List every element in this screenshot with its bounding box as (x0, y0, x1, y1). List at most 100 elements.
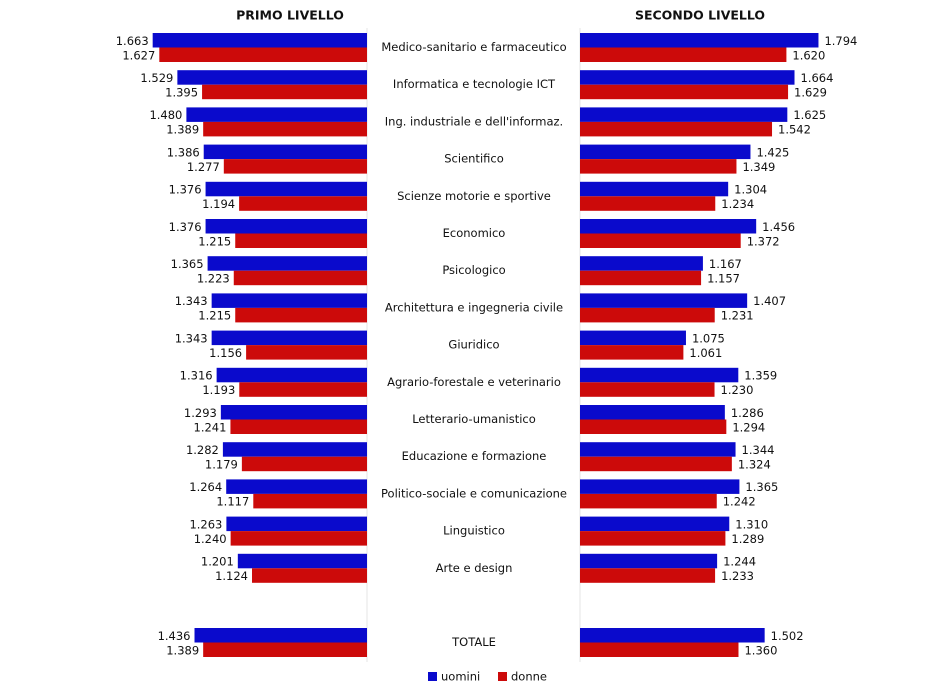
category-label: Economico (443, 226, 506, 240)
bar (580, 516, 730, 532)
category-label: Politico-sociale e comunicazione (381, 486, 567, 500)
bar (580, 419, 727, 434)
value-label: 1.201 (201, 555, 234, 569)
value-label: 1.244 (723, 555, 756, 569)
category-label: Ing. industriale e dell'informaz. (385, 114, 563, 128)
bar (239, 382, 367, 397)
bar (203, 642, 367, 657)
value-label: 1.167 (709, 257, 742, 271)
value-label: 1.456 (762, 220, 795, 234)
bar (252, 568, 367, 583)
bar (580, 405, 725, 420)
value-label: 1.223 (197, 271, 230, 285)
bar (230, 531, 367, 546)
value-label: 1.193 (202, 383, 235, 397)
value-label: 1.542 (778, 123, 811, 137)
value-label: 1.242 (723, 495, 756, 509)
value-label: 1.233 (721, 569, 754, 583)
category-label: Architettura e ingegneria civile (385, 300, 563, 314)
value-label: 1.386 (167, 145, 200, 159)
value-label: 1.231 (721, 309, 754, 323)
value-label: 1.117 (216, 495, 249, 509)
category-label: Arte e design (436, 561, 513, 575)
bar (580, 219, 757, 234)
value-label: 1.436 (158, 629, 191, 643)
value-label: 1.365 (745, 480, 778, 494)
bar (580, 367, 739, 383)
value-label: 1.234 (721, 197, 754, 211)
value-label: 1.794 (824, 34, 857, 48)
bar (186, 107, 367, 122)
bar (580, 84, 789, 100)
value-label: 1.359 (744, 369, 777, 383)
bar (222, 442, 367, 457)
value-label: 1.240 (194, 532, 227, 546)
value-label: 1.663 (116, 34, 149, 48)
bar (580, 345, 684, 360)
bar (226, 516, 367, 532)
bar (220, 405, 367, 420)
bar (194, 628, 367, 643)
bar (580, 121, 773, 137)
value-label: 1.529 (140, 71, 173, 85)
value-label: 1.365 (171, 257, 204, 271)
value-label: 1.502 (771, 629, 804, 643)
category-label: Scientifico (444, 152, 504, 166)
panel-title: SECONDO LIVELLO (635, 8, 765, 23)
value-label: 1.376 (169, 220, 202, 234)
value-label: 1.156 (209, 346, 242, 360)
value-label: 1.293 (184, 406, 217, 420)
category-label: Psicologico (442, 263, 505, 277)
value-label: 1.286 (731, 406, 764, 420)
bar (580, 628, 765, 643)
category-label: Linguistico (443, 524, 505, 538)
legend-swatch (428, 672, 437, 681)
bar (580, 181, 729, 197)
value-label: 1.282 (186, 443, 219, 457)
value-label: 1.360 (744, 643, 777, 657)
bar (580, 270, 702, 286)
bar (159, 47, 367, 62)
bar (211, 293, 367, 308)
value-label: 1.124 (215, 569, 248, 583)
value-label: 1.395 (165, 85, 198, 99)
bar (203, 121, 367, 137)
bar (580, 256, 703, 271)
category-label: Medico-sanitario e farmaceutico (381, 40, 566, 54)
value-label: 1.316 (180, 369, 213, 383)
value-label: 1.343 (175, 294, 208, 308)
bar (580, 144, 751, 160)
value-label: 1.263 (189, 517, 222, 531)
value-label: 1.349 (742, 160, 775, 174)
bar (580, 493, 717, 509)
bar (580, 293, 748, 308)
bar (152, 33, 367, 48)
bar (205, 219, 367, 234)
bar (580, 233, 741, 248)
legend-label: uomini (441, 670, 480, 684)
value-label: 1.344 (742, 443, 775, 457)
bar (580, 382, 715, 397)
value-label: 1.627 (122, 48, 155, 62)
panel-title: PRIMO LIVELLO (236, 8, 344, 23)
bar (207, 256, 367, 271)
category-label: Letterario-umanistico (412, 412, 536, 426)
bar (205, 181, 367, 197)
value-label: 1.277 (187, 160, 220, 174)
bar (235, 233, 367, 248)
bar (230, 419, 367, 434)
value-label: 1.061 (689, 346, 722, 360)
bar (580, 196, 716, 211)
bar (246, 345, 367, 360)
value-label: 1.629 (794, 85, 827, 99)
bar (580, 531, 726, 546)
bar (580, 456, 732, 472)
value-label: 1.294 (732, 420, 765, 434)
value-label: 1.215 (198, 234, 231, 248)
bar (580, 159, 737, 174)
bar (580, 47, 787, 62)
bar (580, 442, 736, 457)
value-label: 1.310 (735, 517, 768, 531)
bar (237, 553, 367, 569)
